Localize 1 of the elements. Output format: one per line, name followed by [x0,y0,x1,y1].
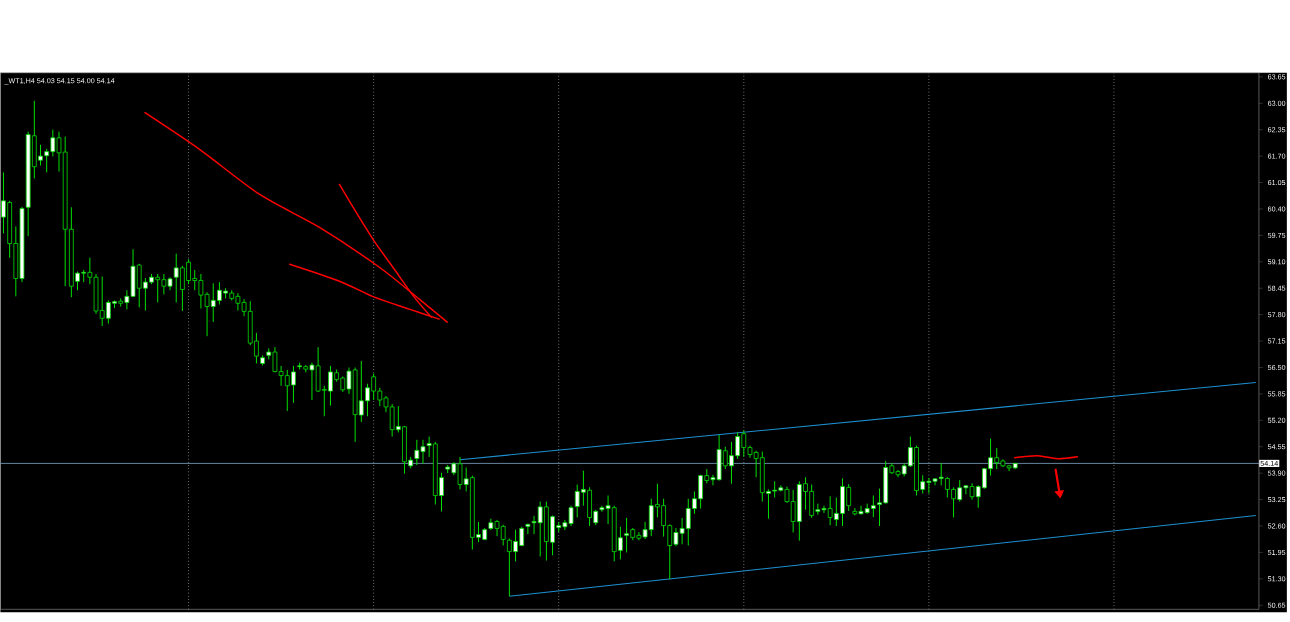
candlestick [525,522,531,535]
